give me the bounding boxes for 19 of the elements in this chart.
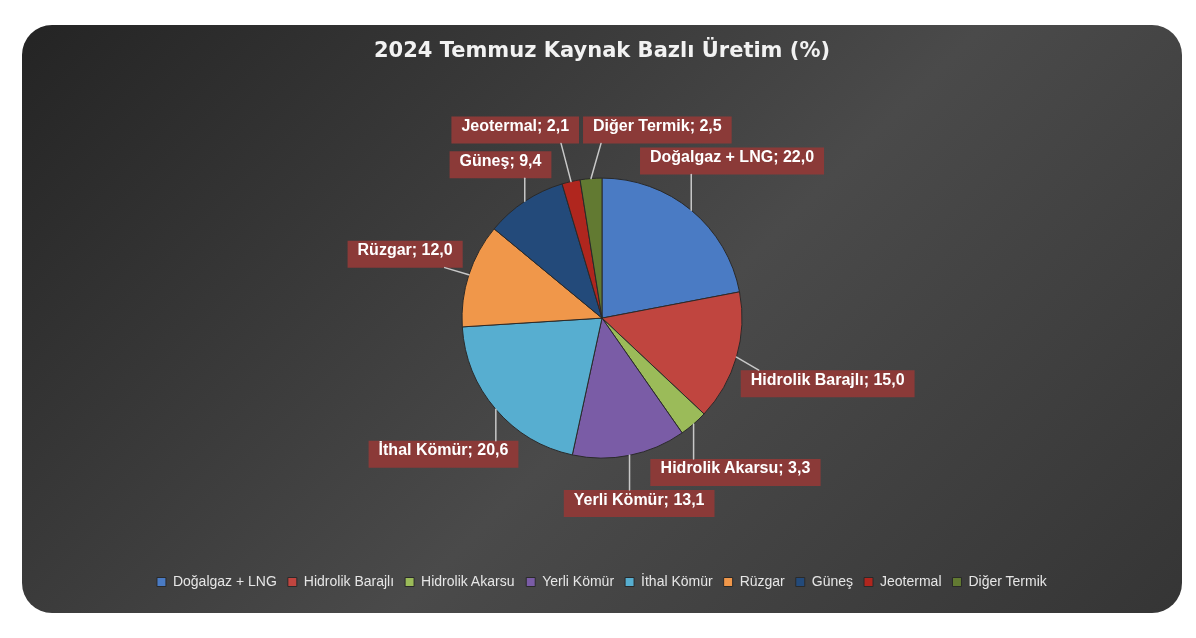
legend-label: İthal Kömür	[641, 571, 713, 589]
legend-label: Hidrolik Akarsu	[421, 572, 515, 589]
data-label: Jeotermal; 2,1	[461, 117, 570, 135]
legend-label: Jeotermal	[880, 572, 942, 589]
legend-label: Yerli Kömür	[542, 572, 615, 589]
data-label: Hidrolik Akarsu; 3,3	[660, 459, 811, 477]
data-label: Yerli Kömür; 13,1	[573, 490, 705, 508]
data-label: Doğalgaz + LNG; 22,0	[650, 148, 815, 166]
legend-label: Rüzgar	[739, 572, 786, 589]
data-label: İthal Kömür; 20,6	[378, 441, 509, 459]
data-label: Rüzgar; 12,0	[357, 241, 453, 259]
chart-title: 2024 Temmuz Kaynak Bazlı Üretim (%)	[373, 37, 831, 63]
data-label: Hidrolik Barajlı; 15,0	[750, 370, 905, 388]
data-label: Güneş; 9,4	[459, 151, 542, 169]
legend-label: Güneş	[811, 572, 854, 589]
legend-label: Diğer Termik	[968, 572, 1048, 589]
legend-label: Hidrolik Barajlı	[303, 572, 395, 589]
legend-label: Doğalgaz + LNG	[172, 572, 277, 589]
data-label: Diğer Termik; 2,5	[593, 117, 722, 135]
